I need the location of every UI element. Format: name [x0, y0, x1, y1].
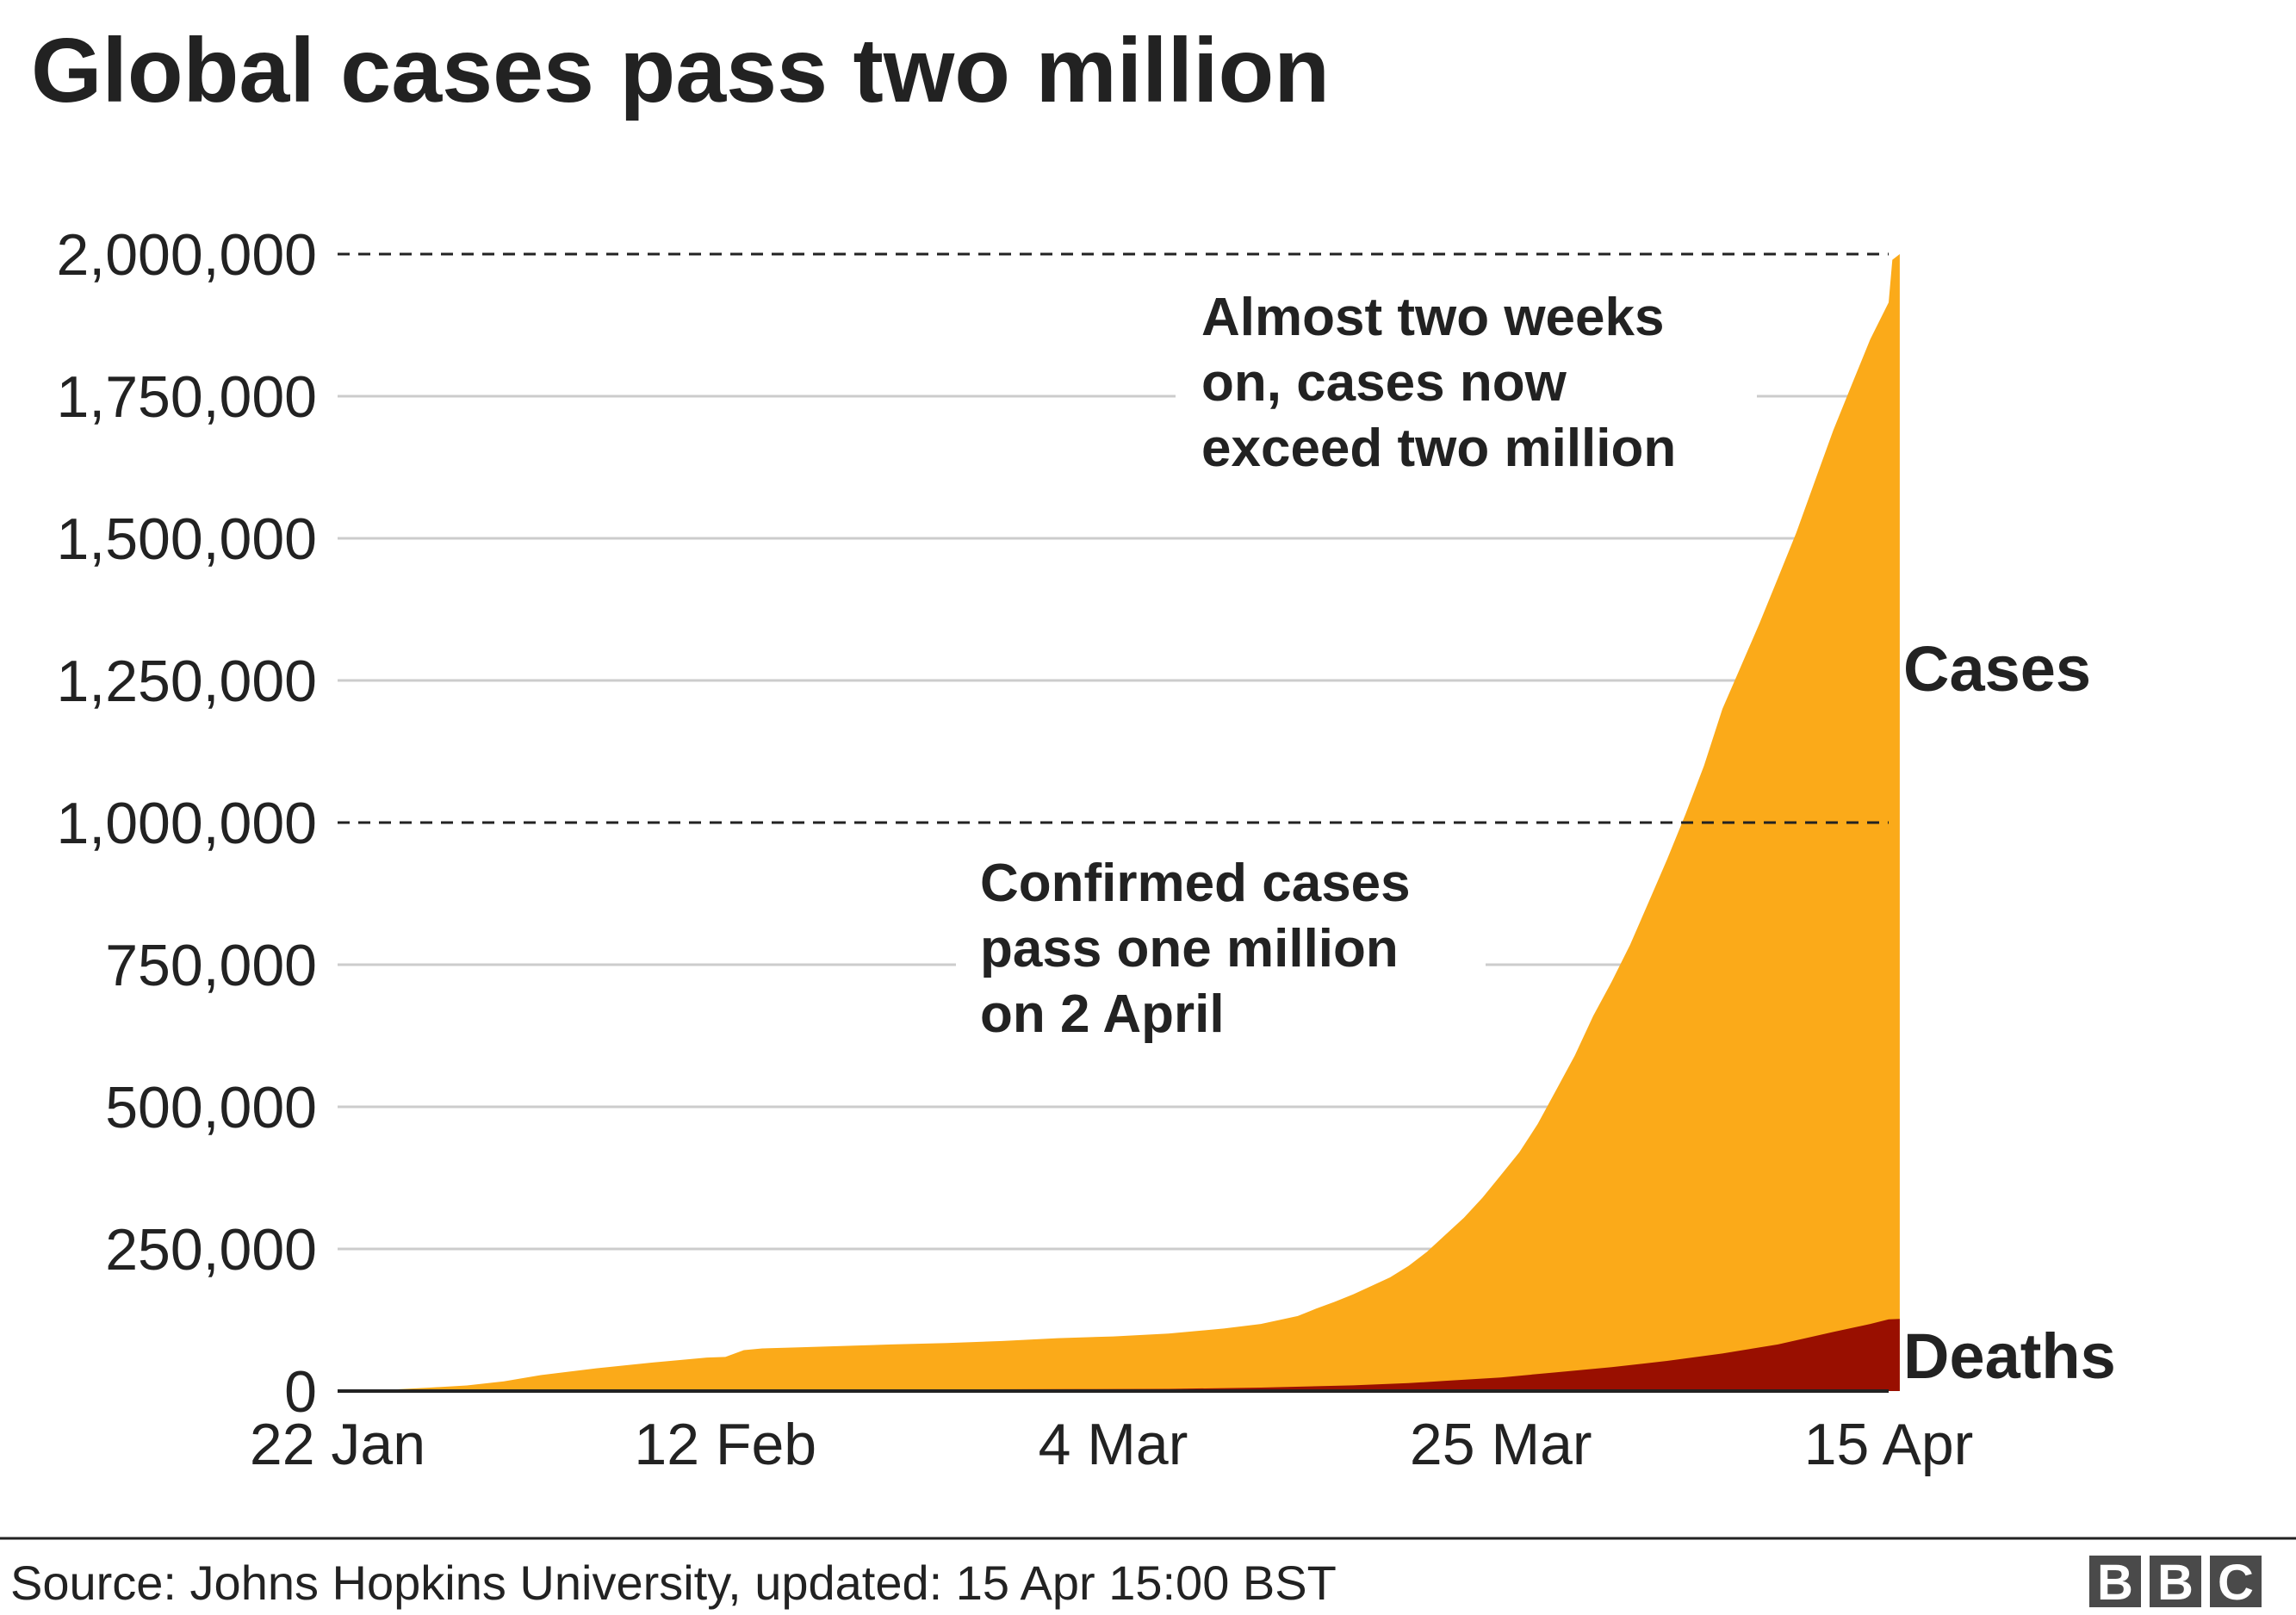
series-label-cases: Cases — [1903, 633, 2091, 705]
x-tick-label-2: 4 Mar — [1039, 1412, 1188, 1477]
area-cases — [338, 254, 1900, 1391]
x-axis: 22 Jan 12 Feb 4 Mar 25 Mar 15 Apr — [250, 1412, 1973, 1477]
annotation-one-million-line-3: on 2 April — [980, 985, 1225, 1044]
y-tick-label-8: 2,000,000 — [56, 222, 317, 288]
y-axis: 0 250,000 500,000 750,000 1,000,000 1,250,000… — [56, 222, 317, 1425]
y-tick-label-4: 1,000,000 — [56, 791, 317, 856]
bbc-logo-block-1 — [2089, 1556, 2141, 1607]
source-note: Source: Johns Hopkins University, update… — [10, 1556, 1337, 1610]
y-tick-label-1: 250,000 — [105, 1217, 317, 1283]
y-tick-label-5: 1,250,000 — [56, 649, 317, 714]
y-tick-label-2: 500,000 — [105, 1075, 317, 1140]
annotation-two-million-line-3: exceed two million — [1201, 419, 1676, 478]
bbc-logo-letter-1: B — [2097, 1555, 2133, 1611]
bbc-logo-letter-3: C — [2218, 1555, 2254, 1611]
chart-title: Global cases pass two million — [31, 20, 1330, 121]
bbc-logo: B B C — [2089, 1555, 2262, 1611]
x-tick-label-4: 15 Apr — [1804, 1412, 1974, 1477]
x-tick-label-3: 25 Mar — [1410, 1412, 1592, 1477]
x-tick-label-0: 22 Jan — [250, 1412, 425, 1477]
annotation-one-million-line-2: pass one million — [980, 919, 1399, 978]
annotation-two-million-line-2: on, cases now — [1201, 353, 1567, 413]
y-tick-label-6: 1,500,000 — [56, 506, 317, 572]
annotation-two-million-line-1: Almost two weeks — [1201, 288, 1664, 347]
y-tick-label-7: 1,750,000 — [56, 364, 317, 430]
annotation-one-million: Confirmed cases pass one million on 2 Ap… — [980, 854, 1425, 1044]
x-tick-label-1: 12 Feb — [634, 1412, 816, 1477]
bbc-logo-block-2 — [2150, 1556, 2201, 1607]
area-deaths — [338, 1319, 1900, 1391]
y-tick-label-0: 0 — [284, 1359, 317, 1425]
annotation-two-million-bg — [1176, 283, 1757, 485]
annotation-one-million-line-1: Confirmed cases — [980, 854, 1411, 913]
annotation-one-million-bg — [956, 848, 1486, 1051]
bbc-logo-block-3 — [2210, 1556, 2262, 1607]
annotation-two-million: Almost two weeks on, cases now exceed tw… — [1201, 288, 1679, 478]
y-tick-label-3: 750,000 — [105, 933, 317, 998]
series-label-deaths: Deaths — [1903, 1320, 2116, 1392]
bbc-logo-letter-2: B — [2157, 1555, 2194, 1611]
plot-areas — [338, 254, 1900, 1391]
threshold-lines — [338, 252, 1889, 824]
